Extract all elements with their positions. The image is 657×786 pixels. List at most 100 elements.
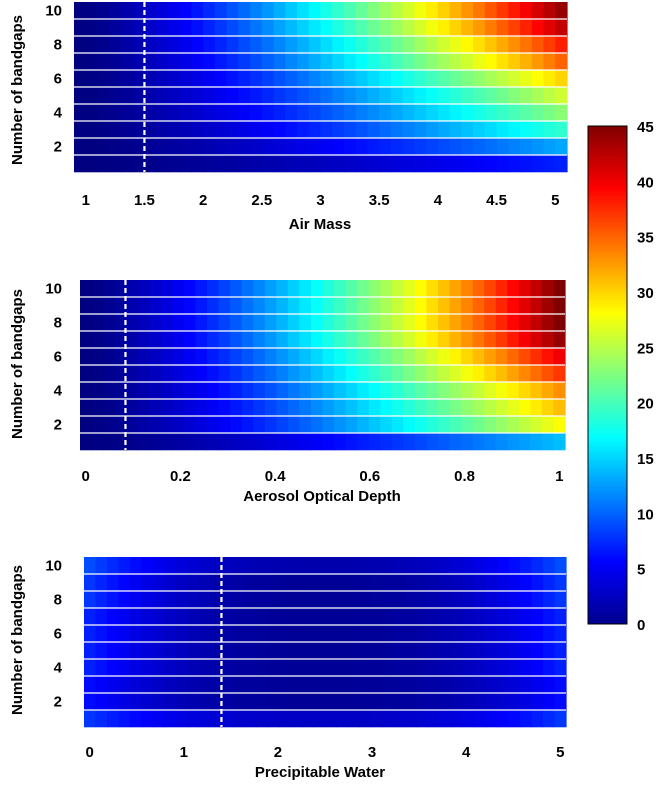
heatmap-cell bbox=[191, 70, 204, 88]
heatmap-cell bbox=[299, 416, 312, 434]
heatmap-cell bbox=[518, 433, 531, 451]
heatmap-cell bbox=[334, 331, 347, 349]
heatmap-cell bbox=[497, 574, 510, 592]
heatmap-cell bbox=[126, 297, 139, 315]
heatmap-cell bbox=[287, 280, 301, 298]
heatmap-cell bbox=[85, 155, 99, 173]
heatmap-cell bbox=[416, 659, 429, 677]
heatmap-cell bbox=[137, 331, 150, 349]
heatmap-cell bbox=[207, 280, 220, 298]
heatmap-cell bbox=[367, 2, 380, 20]
heatmap-cell bbox=[357, 314, 370, 332]
heatmap-cell bbox=[405, 710, 418, 728]
heatmap-cell bbox=[126, 382, 139, 400]
heatmap-cell bbox=[414, 314, 428, 332]
heatmap-cell bbox=[95, 676, 108, 694]
heatmap-cell bbox=[393, 676, 406, 694]
heatmap-cell bbox=[109, 36, 122, 54]
heatmap-cell bbox=[334, 399, 347, 417]
heatmap-cell bbox=[405, 591, 418, 609]
heatmap-cell bbox=[508, 19, 521, 37]
heatmap-cell bbox=[355, 36, 369, 54]
heatmap-cell bbox=[187, 710, 200, 728]
heatmap-cell bbox=[74, 121, 87, 139]
heatmap-cell bbox=[530, 314, 543, 332]
heatmap-cell bbox=[543, 659, 556, 677]
heatmap-cell bbox=[103, 382, 116, 400]
heatmap-cell bbox=[461, 53, 474, 71]
heatmap-cell bbox=[313, 591, 326, 609]
heatmap-cell bbox=[531, 87, 545, 105]
heatmap-cell bbox=[238, 2, 251, 20]
heatmap-cell bbox=[164, 608, 177, 626]
heatmap-cell bbox=[191, 53, 204, 71]
heatmap-cell bbox=[402, 70, 416, 88]
heatmap-cell bbox=[297, 121, 310, 139]
heatmap-cell bbox=[129, 591, 142, 609]
heatmap-cell bbox=[485, 608, 498, 626]
heatmap-cell bbox=[553, 348, 566, 366]
heatmap-cell bbox=[508, 557, 521, 575]
y-tick-labels-aerosol: 2 4 6 8 10 bbox=[45, 281, 62, 434]
heatmap-cell bbox=[451, 642, 464, 660]
heatmap-cell bbox=[287, 399, 301, 417]
heatmap-cell bbox=[103, 399, 116, 417]
heatmap-cell bbox=[345, 348, 358, 366]
heatmap-cell bbox=[207, 382, 220, 400]
heatmap-cell bbox=[390, 70, 404, 88]
heatmap-cell bbox=[541, 365, 555, 383]
heatmap-cell bbox=[149, 399, 162, 417]
heatmap-cell bbox=[256, 608, 269, 626]
heatmap-cell bbox=[250, 138, 263, 156]
heatmap-cell bbox=[187, 642, 200, 660]
heatmap-cell bbox=[449, 331, 462, 349]
heatmap-cell bbox=[543, 87, 556, 105]
heatmap-cell bbox=[332, 2, 345, 20]
heatmap-cell bbox=[167, 87, 181, 105]
heatmap-cell bbox=[285, 138, 298, 156]
x-tick-label: 1.5 bbox=[134, 192, 155, 209]
heatmap-cell bbox=[198, 557, 211, 575]
heatmap-cell bbox=[74, 155, 87, 173]
heatmap-cell bbox=[555, 87, 568, 105]
heatmap-cell bbox=[543, 557, 556, 575]
heatmap-cell bbox=[530, 416, 543, 434]
heatmap-cell bbox=[472, 399, 485, 417]
heatmap-cell bbox=[345, 297, 358, 315]
heatmap-cell bbox=[141, 642, 154, 660]
heatmap-cell bbox=[414, 53, 427, 71]
heatmap-cell bbox=[214, 36, 228, 54]
heatmap-cell bbox=[279, 693, 292, 711]
heatmap-cell bbox=[390, 87, 404, 105]
heatmap-cell bbox=[152, 625, 165, 643]
heatmap-cell bbox=[543, 155, 556, 173]
heatmap-cell bbox=[414, 36, 427, 54]
heatmap-cell bbox=[285, 87, 298, 105]
heatmap-cell bbox=[129, 642, 142, 660]
heatmap-cell bbox=[106, 608, 120, 626]
heatmap-cell bbox=[403, 314, 416, 332]
heatmap-cell bbox=[191, 121, 204, 139]
heatmap-cell bbox=[253, 382, 266, 400]
heatmap-cell bbox=[357, 433, 370, 451]
heatmap-cell bbox=[355, 53, 369, 71]
heatmap-cell bbox=[152, 591, 165, 609]
heatmap-cell bbox=[325, 591, 338, 609]
heatmap-cell bbox=[106, 574, 120, 592]
heatmap-cell bbox=[273, 155, 286, 173]
heatmap-cell bbox=[541, 297, 555, 315]
heatmap-cell bbox=[221, 608, 234, 626]
heatmap-cell bbox=[531, 642, 544, 660]
heatmap-cell bbox=[179, 155, 192, 173]
heatmap-cell bbox=[426, 104, 439, 122]
heatmap-cell bbox=[320, 138, 333, 156]
heatmap-cell bbox=[313, 608, 326, 626]
heatmap-cell bbox=[484, 314, 497, 332]
heatmap-cell bbox=[179, 36, 192, 54]
heatmap-cell bbox=[137, 280, 150, 298]
heatmap-cell bbox=[390, 138, 404, 156]
heatmap-cell bbox=[449, 19, 462, 37]
heatmap-cell bbox=[218, 399, 231, 417]
heatmap-cell bbox=[368, 280, 381, 298]
heatmap-cell bbox=[472, 433, 485, 451]
